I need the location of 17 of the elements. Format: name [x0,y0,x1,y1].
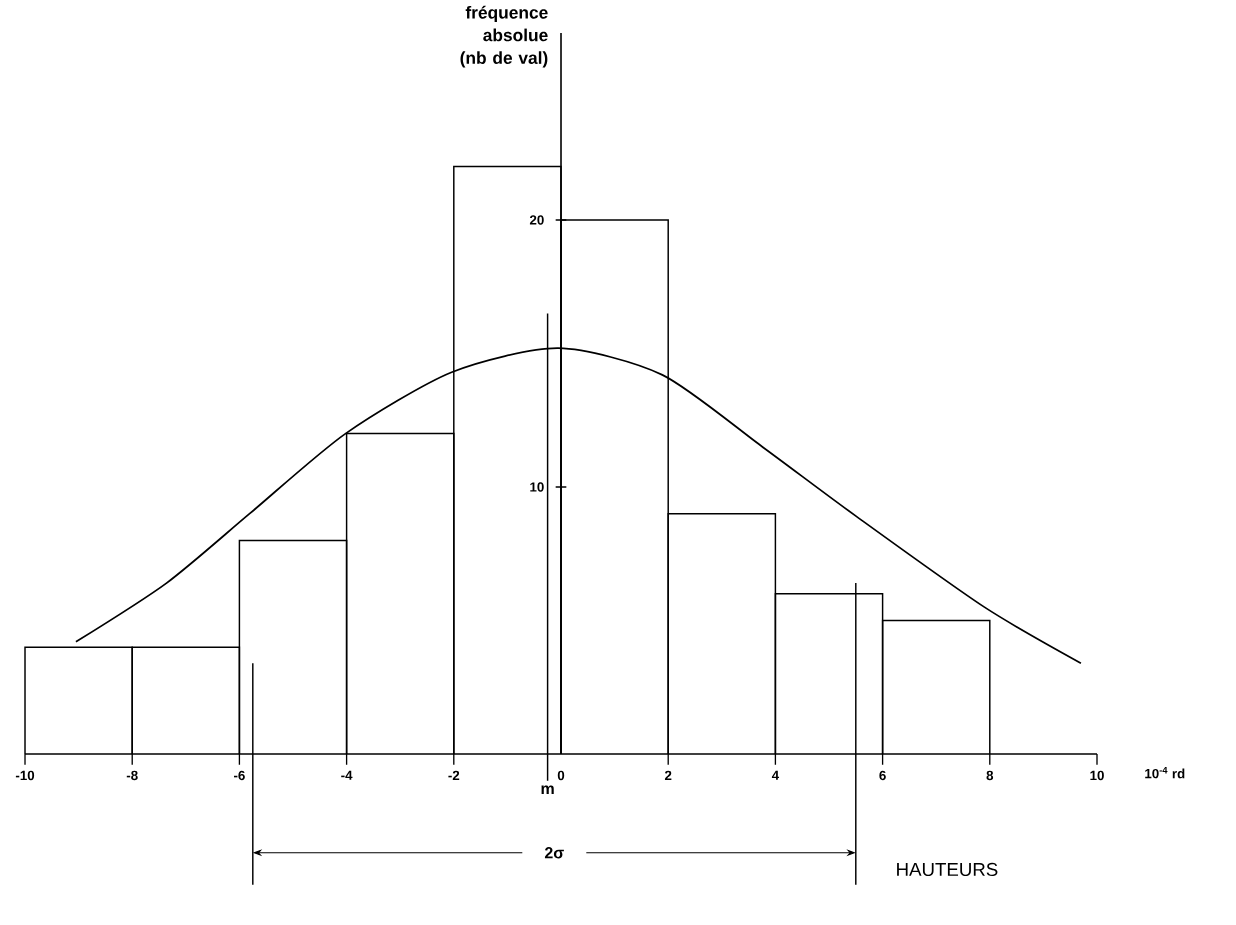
x-tick-label: 10 [1090,770,1104,781]
x-tick-label: 8 [986,770,994,781]
y-tick-label: 20 [529,215,544,225]
y-axis-title: fréquence absolue (nb de val) [460,5,548,68]
x-tick-label: 2 [664,770,672,781]
text: 10$^{-4}$ rd [1145,766,1185,779]
x-tick-label: -2 [448,770,460,781]
x-tick-label: -4 [341,770,353,780]
x-axis-title: HAUTEURS [897,862,998,877]
x-tick-label: 6 [879,770,886,781]
x-tick-label: -8 [126,770,138,781]
x-tick-label: -6 [234,770,245,781]
text: 2σ [544,847,564,859]
x-tick-label: -10 [15,770,35,781]
ref-line-label: m [541,785,554,795]
x-tick-label: 4 [771,770,780,780]
x-tick-label: 0 [557,770,565,781]
